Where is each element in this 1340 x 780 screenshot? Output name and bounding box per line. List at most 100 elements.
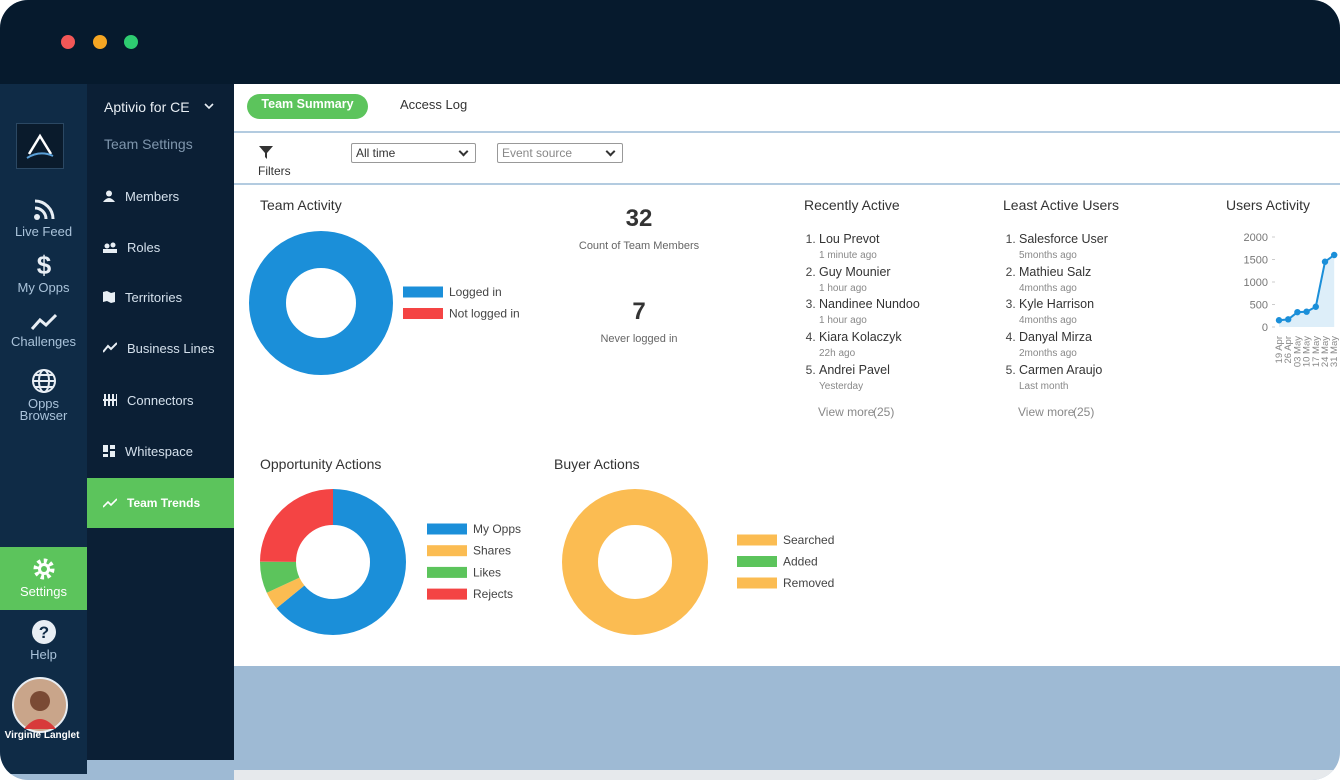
panel-title: Team Activity xyxy=(260,197,342,213)
user-name: Guy Mounier xyxy=(819,264,891,279)
point xyxy=(1275,317,1283,324)
user-name: Salesforce User xyxy=(1019,232,1108,246)
user-time: 4months ago xyxy=(1019,282,1077,294)
user-avatar xyxy=(12,677,68,733)
view-more-count: (25) xyxy=(873,405,895,419)
side-label: Territories xyxy=(125,289,183,305)
user-item: Kiara Kolaczyk 22h ago xyxy=(819,330,920,363)
side-team-trends[interactable]: Team Trends xyxy=(87,478,234,528)
user-name: Nandinee Nundoo xyxy=(819,297,920,312)
legend-label: Added xyxy=(783,555,818,569)
x-tick-label: 03 May xyxy=(1292,336,1303,367)
legend-label: Rejects xyxy=(473,587,513,601)
y-tick-label: 500 xyxy=(1250,300,1268,312)
nav-settings[interactable]: Settings xyxy=(0,556,87,598)
point xyxy=(1331,251,1338,259)
y-tick-label: 0 xyxy=(1262,322,1268,334)
divider xyxy=(234,131,1340,133)
tab-active[interactable] xyxy=(247,94,368,119)
source-select[interactable]: Event source xyxy=(497,143,623,163)
status-bar xyxy=(234,770,1340,780)
user-time: 1 hour ago xyxy=(819,282,867,294)
legend-swatch xyxy=(427,588,467,600)
point xyxy=(1285,316,1292,323)
user-time: Last month xyxy=(1019,380,1069,392)
side-whitespace[interactable]: Whitespace xyxy=(87,426,234,476)
nav-label: Settings xyxy=(20,584,67,599)
side-connectors[interactable]: Connectors xyxy=(87,375,234,425)
legend-swatch xyxy=(427,523,467,535)
user-name: Kyle Harrison xyxy=(1019,297,1095,312)
legend-swatch xyxy=(403,286,443,298)
filter-label: Filters xyxy=(258,164,291,178)
stat-label: Never logged in xyxy=(600,333,678,345)
user-item: Lou Prevot 1 minute ago xyxy=(819,232,920,265)
window-controls xyxy=(61,35,138,49)
user-item: Salesforce User 5months ago xyxy=(1019,232,1108,265)
view-more[interactable]: View more xyxy=(1018,405,1075,419)
donut-segment xyxy=(260,489,406,635)
point xyxy=(1321,258,1329,265)
nav-challenges[interactable]: Challenges xyxy=(0,312,87,348)
stat-value: 32 xyxy=(625,205,653,232)
user-item: Kyle Harrison 4months ago xyxy=(1019,297,1108,330)
side-territories[interactable]: Territories xyxy=(87,272,234,322)
point xyxy=(1294,308,1301,316)
divider xyxy=(234,183,1340,185)
time-select[interactable]: All time xyxy=(351,143,476,163)
user-time: 5months ago xyxy=(1019,250,1077,261)
select-value: Event source xyxy=(502,146,573,160)
area xyxy=(1279,255,1335,327)
nav-live-feed[interactable]: Live Feed xyxy=(0,198,87,238)
legend-label: My Opps xyxy=(473,522,521,536)
x-tick-label: 24 May xyxy=(1320,336,1331,367)
side-members[interactable]: Members xyxy=(87,171,234,221)
nav-label: Challenges xyxy=(10,334,77,349)
org-name[interactable]: Aptivio for CE xyxy=(104,99,190,115)
user-name: Lou Prevot xyxy=(819,232,880,246)
donut-segment xyxy=(260,489,406,635)
panel-title: Least Active Users xyxy=(1003,197,1119,213)
legend-label: Removed xyxy=(783,576,834,590)
legend-swatch xyxy=(427,545,467,557)
tab-label[interactable]: Access Log xyxy=(400,97,468,112)
legend-label: Logged in xyxy=(449,285,502,299)
org-chevron xyxy=(204,103,214,110)
nav-label: My Opps xyxy=(17,280,70,295)
side-label: Business Lines xyxy=(127,340,215,356)
user-name: Kiara Kolaczyk xyxy=(819,330,902,345)
section-title: Team Settings xyxy=(104,136,193,152)
user-item: Carmen Araujo Last month xyxy=(1019,363,1108,396)
main-panel xyxy=(234,84,1340,666)
x-tick-label: 17 May xyxy=(1311,336,1322,367)
x-tick-label: 10 May xyxy=(1302,336,1313,367)
y-tick-label: 1500 xyxy=(1244,255,1268,267)
side-label: Team Trends xyxy=(127,496,201,510)
tab-label: Team Summary xyxy=(261,97,354,111)
point xyxy=(1312,303,1320,310)
select-value: All time xyxy=(356,146,396,160)
nav-opps-browser[interactable]: Opps Browser xyxy=(0,368,87,422)
logo xyxy=(16,123,64,169)
nav-rail xyxy=(0,84,87,774)
legend-label: Searched xyxy=(783,533,834,547)
view-more[interactable]: View more xyxy=(818,405,875,419)
nav-label: Opps Browser xyxy=(19,396,68,423)
nav-help[interactable]: ? Help xyxy=(0,619,87,661)
x-tick-label: 19 Apr xyxy=(1274,336,1285,363)
point xyxy=(1303,308,1310,315)
legend-swatch xyxy=(737,534,777,546)
nav-label: Help xyxy=(30,647,57,662)
user-time: 4months ago xyxy=(1019,315,1077,327)
legend-label: Not logged in xyxy=(449,307,520,321)
nav-my-opps[interactable]: $ My Opps xyxy=(0,252,87,294)
side-label: Connectors xyxy=(127,392,194,408)
donut-segment xyxy=(562,489,708,635)
side-roles[interactable]: Roles xyxy=(87,222,234,272)
legend-swatch xyxy=(427,566,467,578)
side-business-lines[interactable]: Business Lines xyxy=(87,323,234,373)
legend-label: Shares xyxy=(473,544,511,558)
user-time: Yesterday xyxy=(819,380,864,392)
legend-swatch xyxy=(737,577,777,589)
